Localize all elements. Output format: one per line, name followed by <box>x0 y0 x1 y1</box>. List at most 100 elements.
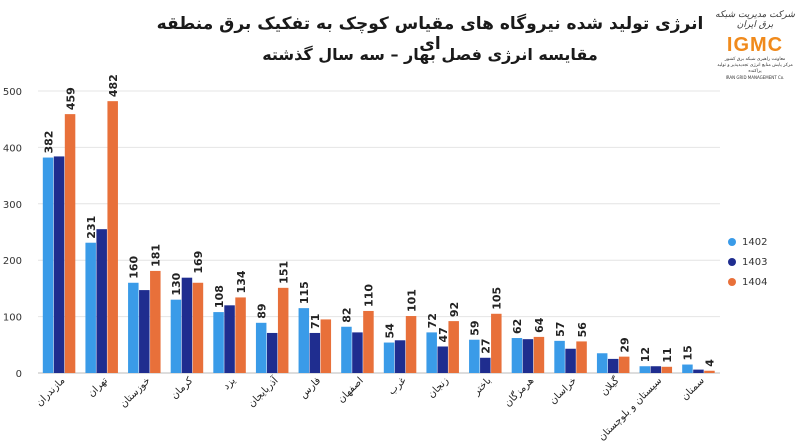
bar-1402 <box>128 282 139 373</box>
data-label: 71 <box>309 314 322 329</box>
legend-item-1402: 1402 <box>728 232 767 252</box>
bar-1403 <box>181 277 193 373</box>
bar-1402 <box>255 322 267 373</box>
data-label: 11 <box>661 347 674 362</box>
bar-1403 <box>437 346 448 373</box>
legend-dot-1402 <box>728 238 736 246</box>
y-tick-label: 100 <box>3 313 22 324</box>
x-tick-label: اصفهان <box>336 375 366 405</box>
x-tick-label: زنجان <box>426 375 451 400</box>
bar-1402 <box>341 326 352 373</box>
x-tick-label: هرمزگان <box>502 375 537 410</box>
x-tick-label: آذربایجان <box>245 373 282 410</box>
data-label: 62 <box>511 319 524 334</box>
data-label: 115 <box>298 281 311 304</box>
data-label: 12 <box>639 347 652 362</box>
logo-script-text: شرکت مدیریت شبکه برق ایران <box>715 10 795 30</box>
bar-1402 <box>682 364 693 373</box>
bar-1402 <box>170 299 182 373</box>
x-tick-label: باختر <box>471 375 494 398</box>
bar-1403 <box>394 340 406 373</box>
x-tick-label: یزد <box>221 375 238 392</box>
bar-1403 <box>650 366 662 373</box>
bar-1402 <box>596 353 608 373</box>
chart-legend: 1402 1403 1404 <box>728 232 767 292</box>
x-tick-label: خراسان <box>548 375 579 406</box>
bar-1404 <box>107 101 118 373</box>
data-label: 15 <box>682 345 695 360</box>
bar-1404 <box>64 114 76 374</box>
bar-1402 <box>85 242 96 373</box>
data-label: 459 <box>64 87 77 110</box>
data-label: 110 <box>363 284 376 307</box>
chart-title: انرژی تولید شده نیروگاه های مقیاس کوچک ب… <box>156 14 704 54</box>
data-label: 54 <box>383 323 396 339</box>
data-label: 4 <box>704 359 717 367</box>
data-label: 27 <box>480 338 493 353</box>
data-label: 108 <box>213 285 226 308</box>
bar-1403 <box>352 332 363 373</box>
bar-1404 <box>533 336 545 373</box>
data-label: 231 <box>85 216 98 239</box>
legend-label-1404: 1404 <box>742 276 768 288</box>
data-label: 105 <box>491 287 504 310</box>
x-tick-label: سمنان <box>680 375 707 402</box>
data-label: 151 <box>277 261 290 284</box>
x-tick-label: مازندران <box>34 375 67 408</box>
legend-item-1404: 1404 <box>728 272 767 292</box>
bar-1404 <box>320 319 332 373</box>
data-label: 57 <box>554 322 567 337</box>
bar-1404 <box>704 370 715 373</box>
bar-1404 <box>150 270 161 373</box>
x-tick-label: تهران <box>86 375 110 399</box>
y-tick-label: 500 <box>3 87 22 98</box>
bar-1402 <box>511 338 523 373</box>
bar-1403 <box>522 339 534 373</box>
x-tick-label: خوزستان <box>118 375 153 410</box>
legend-dot-1404 <box>728 278 736 286</box>
bar-1402 <box>42 157 54 373</box>
bar-1403 <box>139 290 150 373</box>
data-label: 160 <box>128 255 141 278</box>
igmc-logo: شرکت مدیریت شبکه برق ایران IGMC معاونت ر… <box>712 6 798 90</box>
data-label: 101 <box>405 289 418 312</box>
bar-1403 <box>224 305 235 373</box>
legend-dot-1403 <box>728 258 736 266</box>
bar-1404 <box>576 341 587 373</box>
data-label: 72 <box>426 313 439 328</box>
data-label: 181 <box>150 244 163 267</box>
data-label: 82 <box>341 307 354 322</box>
bar-1404 <box>491 313 502 373</box>
bar-1402 <box>383 342 395 373</box>
bar-1404 <box>405 316 417 373</box>
bar-1402 <box>213 312 224 373</box>
y-tick-label: 400 <box>3 143 22 154</box>
bar-1404 <box>363 310 374 373</box>
bar-1404 <box>618 356 630 373</box>
data-label: 64 <box>533 317 546 333</box>
legend-label-1403: 1403 <box>742 256 768 268</box>
data-label: 47 <box>437 327 450 342</box>
bar-1404 <box>661 366 673 373</box>
data-label: 482 <box>107 74 120 97</box>
x-tick-label: گیلان <box>598 374 622 398</box>
bar-1402 <box>469 339 480 373</box>
bar-1404 <box>277 287 289 373</box>
data-label: 59 <box>469 320 482 335</box>
x-tick-label: غرب <box>386 375 408 397</box>
bar-1403 <box>565 348 576 373</box>
legend-label-1402: 1402 <box>742 236 768 248</box>
y-tick-label: 300 <box>3 200 22 211</box>
x-tick-label: کرمان <box>169 375 195 401</box>
bar-1404 <box>192 282 204 373</box>
logo-sub-text-2: مرکز پایش منابع انرژی تجدیدپذیر و تولید … <box>717 63 793 74</box>
data-label: 56 <box>576 322 589 338</box>
data-label: 134 <box>235 270 248 293</box>
data-label: 169 <box>192 251 205 274</box>
bar-1403 <box>309 332 321 373</box>
bar-1402 <box>639 366 651 373</box>
bar-1402 <box>298 308 310 373</box>
x-tick-label: فارس <box>298 375 324 401</box>
bar-1403 <box>266 332 278 373</box>
